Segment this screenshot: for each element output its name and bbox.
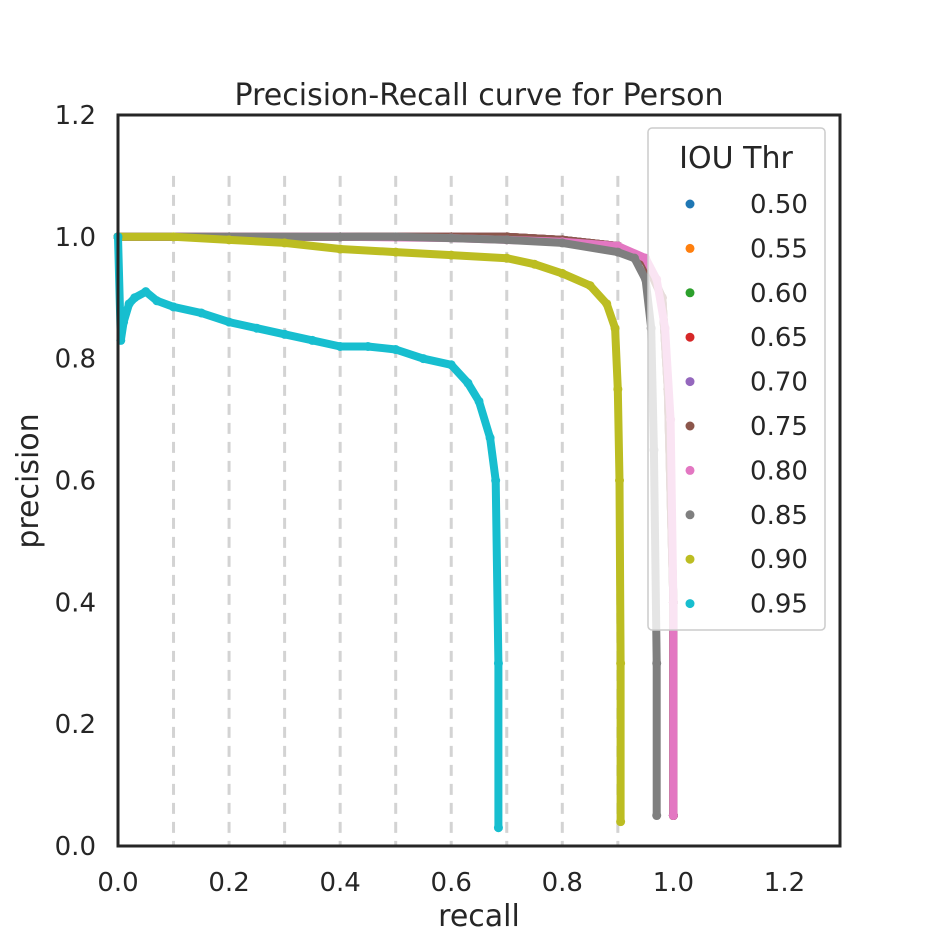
data-point: [616, 658, 626, 668]
data-point: [616, 817, 626, 827]
data-point: [169, 302, 179, 312]
x-axis-title: recall: [438, 899, 520, 934]
x-axis-ticks: 0.0 0.2 0.4 0.6 0.8 1.0 1.2: [97, 868, 805, 898]
data-point: [335, 341, 345, 351]
data-point: [652, 811, 662, 821]
data-point: [335, 244, 345, 254]
data-point: [252, 323, 262, 333]
data-point: [668, 811, 678, 821]
legend-marker: [685, 421, 695, 431]
legend-label: 0.95: [750, 590, 808, 620]
series-0.90: [113, 232, 626, 827]
data-point: [224, 317, 234, 327]
data-point: [557, 268, 567, 278]
y-axis-title: precision: [11, 413, 46, 548]
x-tick-label: 0.8: [542, 868, 583, 898]
data-point: [463, 378, 473, 388]
legend-label: 0.60: [750, 279, 808, 309]
chart-title: Precision-Recall curve for Person: [235, 78, 724, 113]
data-point: [615, 476, 625, 485]
data-point: [502, 253, 512, 263]
data-point: [610, 323, 620, 333]
data-point: [474, 396, 484, 406]
data-point: [335, 232, 345, 242]
data-point: [493, 823, 503, 833]
x-tick-label: 0.2: [208, 868, 249, 898]
x-tick-label: 1.2: [764, 868, 805, 898]
x-tick-label: 0.4: [319, 868, 360, 898]
legend-marker: [685, 332, 695, 342]
data-point: [280, 238, 290, 248]
data-point: [119, 317, 129, 327]
data-point: [446, 360, 456, 370]
data-point: [613, 384, 623, 394]
legend: IOU Thr 0.50 0.55 0.60 0.65 0.70 0.75 0.80 0.85…: [647, 127, 826, 631]
data-point: [196, 308, 206, 318]
data-point: [652, 658, 662, 668]
legend-label: 0.85: [750, 501, 808, 531]
legend-label: 0.75: [750, 412, 808, 442]
data-point: [363, 341, 373, 351]
y-tick-label: 0.4: [55, 588, 96, 618]
data-point: [502, 235, 512, 245]
data-point: [391, 247, 401, 257]
y-tick-label: 0.2: [55, 710, 96, 740]
legend-label: 0.70: [750, 368, 808, 398]
data-point: [485, 433, 495, 443]
data-point: [585, 281, 595, 291]
legend-title: IOU Thr: [679, 141, 793, 176]
legend-items: 0.50 0.55 0.60 0.65 0.70 0.75 0.80 0.85 0.90 0.95: [685, 190, 808, 620]
data-point: [391, 345, 401, 355]
legend-marker: [685, 199, 695, 209]
data-point: [141, 287, 151, 297]
legend-marker: [685, 243, 695, 253]
legend-marker: [685, 599, 695, 609]
x-tick-label: 0.0: [97, 868, 138, 898]
data-point: [124, 299, 134, 309]
legend-label: 0.65: [750, 323, 808, 353]
legend-marker: [685, 510, 695, 520]
x-tick-label: 0.6: [431, 868, 472, 898]
data-point: [557, 238, 567, 248]
legend-label: 0.50: [750, 190, 808, 220]
data-point: [446, 250, 456, 260]
data-point: [491, 476, 501, 485]
data-point: [418, 354, 428, 364]
legend-marker: [685, 554, 695, 564]
data-point: [224, 235, 234, 245]
data-point: [630, 253, 640, 263]
y-tick-label: 1.2: [55, 101, 96, 131]
legend-marker: [685, 377, 695, 387]
legend-marker: [685, 465, 695, 475]
legend-label: 0.80: [750, 456, 808, 486]
data-point: [613, 247, 623, 257]
y-axis-ticks: 0.0 0.2 0.4 0.6 0.8 1.0 1.2: [55, 101, 96, 862]
data-point: [493, 658, 503, 668]
data-point: [530, 259, 540, 269]
y-tick-label: 0.6: [55, 467, 96, 497]
data-point: [280, 329, 290, 339]
plot-frame: [116, 113, 842, 848]
data-point: [169, 232, 179, 242]
legend-box: [647, 127, 826, 631]
data-point: [152, 296, 162, 306]
series-0.95: [113, 232, 503, 833]
legend-label: 0.55: [750, 234, 808, 264]
legend-label: 0.90: [750, 545, 808, 575]
data-point: [130, 293, 140, 303]
data-point: [602, 299, 612, 309]
data-point: [391, 232, 401, 242]
x-tick-label: 1.0: [653, 868, 694, 898]
y-tick-label: 1.0: [55, 223, 96, 253]
data-point: [446, 233, 456, 243]
data-point: [307, 335, 317, 345]
y-tick-label: 0.0: [55, 832, 96, 862]
y-tick-label: 0.8: [55, 345, 96, 375]
legend-marker: [685, 288, 695, 298]
